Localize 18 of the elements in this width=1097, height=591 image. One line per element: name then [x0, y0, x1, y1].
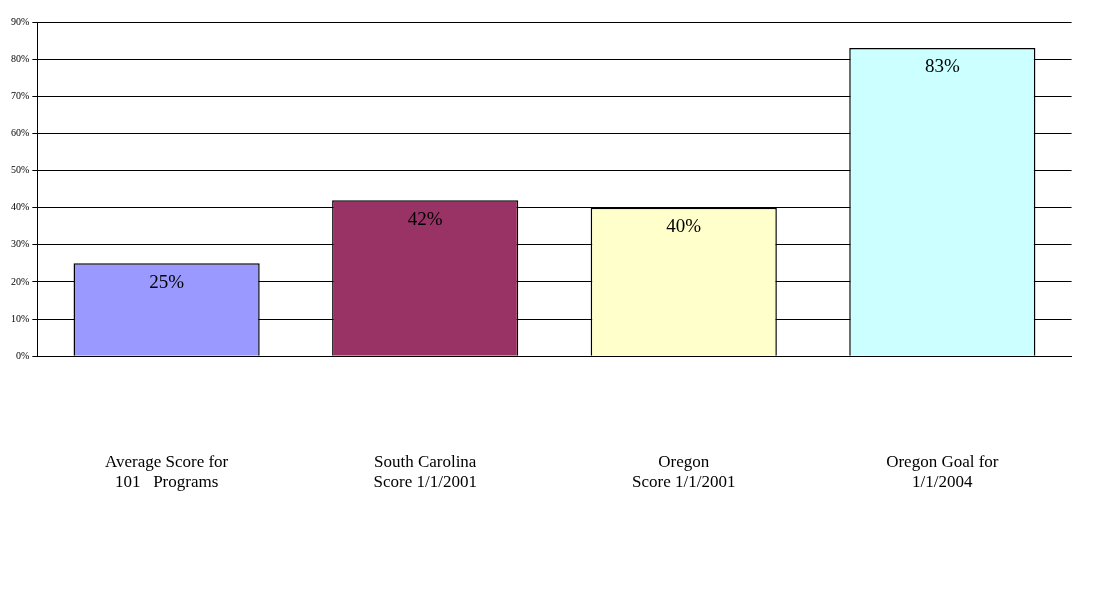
- y-tick-label: 20%: [10, 275, 30, 287]
- y-tick-label: 90%: [10, 15, 30, 27]
- y-tick-label: 50%: [10, 164, 30, 176]
- y-tick-label: 70%: [10, 89, 30, 101]
- x-tick-label: Oregon Goal for 1/1/2004: [886, 451, 999, 492]
- y-tick-label: 30%: [10, 238, 30, 250]
- data-label: 25%: [149, 270, 185, 292]
- y-tick-label: 0%: [15, 349, 30, 361]
- data-label: 40%: [666, 215, 702, 237]
- x-tick-label: Oregon Score 1/1/2001: [632, 451, 736, 492]
- data-label: 83%: [924, 55, 960, 77]
- x-tick-label: South Carolina Score 1/1/2001: [373, 451, 477, 492]
- y-tick-label: 40%: [10, 201, 30, 213]
- y-tick-label: 10%: [10, 312, 30, 324]
- y-tick-label: 80%: [10, 52, 30, 64]
- data-label: 42%: [407, 207, 443, 229]
- y-tick-label: 60%: [10, 127, 30, 139]
- x-tick-label: Average Score for 101 Programs: [104, 451, 229, 492]
